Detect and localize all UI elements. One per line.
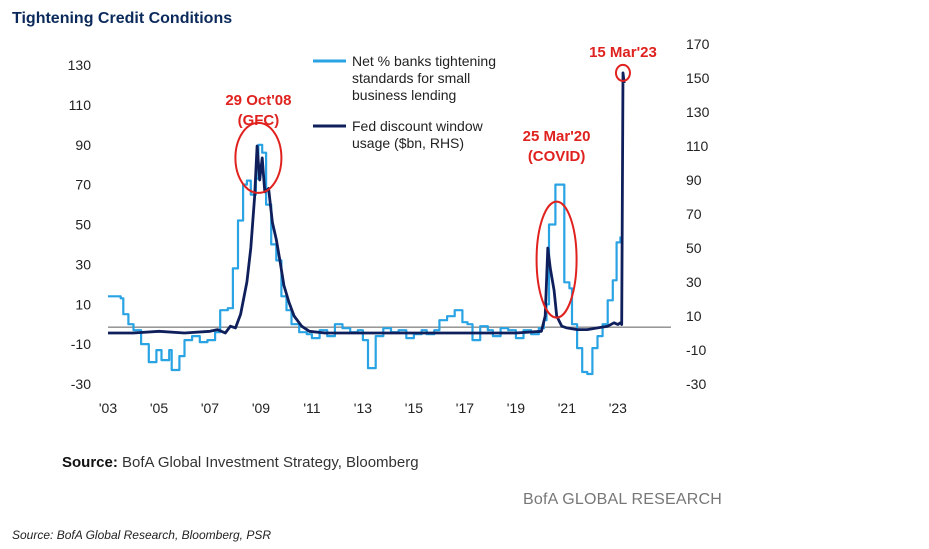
left-tick-label: 50 (75, 217, 91, 233)
legend-label: standards for small (352, 70, 470, 86)
left-tick-label: 130 (68, 57, 92, 73)
left-axis-ticks: 130 110 90 70 50 30 10 -10 -30 (68, 57, 92, 392)
left-tick-label: 10 (75, 296, 91, 312)
annotation-circle (535, 200, 578, 319)
right-tick-label: 30 (686, 274, 702, 290)
x-tick-label: '13 (354, 400, 372, 416)
right-tick-label: -30 (686, 376, 706, 392)
brand-logo-text: BofA GLOBAL RESEARCH (523, 491, 723, 508)
annotation-circle (614, 63, 631, 82)
right-tick-label: 70 (686, 206, 702, 222)
left-tick-label: 90 (75, 137, 91, 153)
x-tick-label: '15 (405, 400, 423, 416)
right-tick-label: 110 (686, 138, 709, 154)
left-tick-label: 30 (75, 256, 91, 272)
x-axis-ticks: '03 '05 '07 '09 '11 '13 '15 '17 '19 '21 '23 (99, 400, 627, 416)
source-label: Source: (62, 454, 118, 471)
source-text: BofA Global Investment Strategy, Bloombe… (122, 454, 419, 471)
x-tick-label: '19 (507, 400, 525, 416)
legend-label: Net % banks tightening (352, 53, 496, 69)
annotation-label: 29 Oct'08 (225, 92, 291, 109)
legend-label: business lending (352, 87, 456, 103)
series-layer (108, 71, 626, 376)
page-title: Tightening Credit Conditions (12, 10, 233, 27)
left-tick-label: 110 (69, 97, 92, 113)
annotations-layer: 29 Oct'08 (GFC) 25 Mar'20 (COVID) 15 Mar'23 (225, 44, 657, 319)
right-tick-label: 10 (686, 308, 702, 324)
right-tick-label: 130 (686, 104, 710, 120)
annotation-label: (COVID) (528, 148, 586, 165)
left-tick-label: -10 (71, 336, 91, 352)
legend-label: Fed discount window (352, 118, 484, 134)
annotation-circle (234, 121, 283, 194)
x-tick-label: '09 (252, 400, 270, 416)
series-line-fed-discount-window (108, 71, 626, 335)
footnote: Source: BofA Global Research, Bloomberg,… (12, 528, 272, 542)
left-tick-label: 70 (75, 177, 91, 193)
x-tick-label: '05 (150, 400, 168, 416)
left-tick-label: -30 (71, 376, 91, 392)
annotation-label: 25 Mar'20 (523, 128, 591, 145)
chart-source: Source: BofA Global Investment Strategy,… (62, 454, 419, 471)
x-tick-label: '17 (456, 400, 474, 416)
x-tick-label: '11 (303, 400, 320, 416)
annotation-label: (GFC) (238, 112, 280, 129)
x-tick-label: '23 (609, 400, 627, 416)
series-line-banks-tightening (108, 143, 622, 376)
right-tick-label: 170 (686, 36, 710, 52)
right-tick-label: 50 (686, 240, 702, 256)
x-tick-label: '21 (558, 400, 576, 416)
right-axis-ticks: 170 150 130 110 90 70 50 30 10 -10 -30 (686, 36, 710, 392)
right-tick-label: 150 (686, 70, 710, 86)
x-tick-label: '03 (99, 400, 117, 416)
right-tick-label: -10 (686, 342, 706, 358)
right-tick-label: 90 (686, 172, 702, 188)
annotation-label: 15 Mar'23 (589, 44, 657, 61)
legend-label: usage ($bn, RHS) (352, 135, 464, 151)
x-tick-label: '07 (201, 400, 219, 416)
